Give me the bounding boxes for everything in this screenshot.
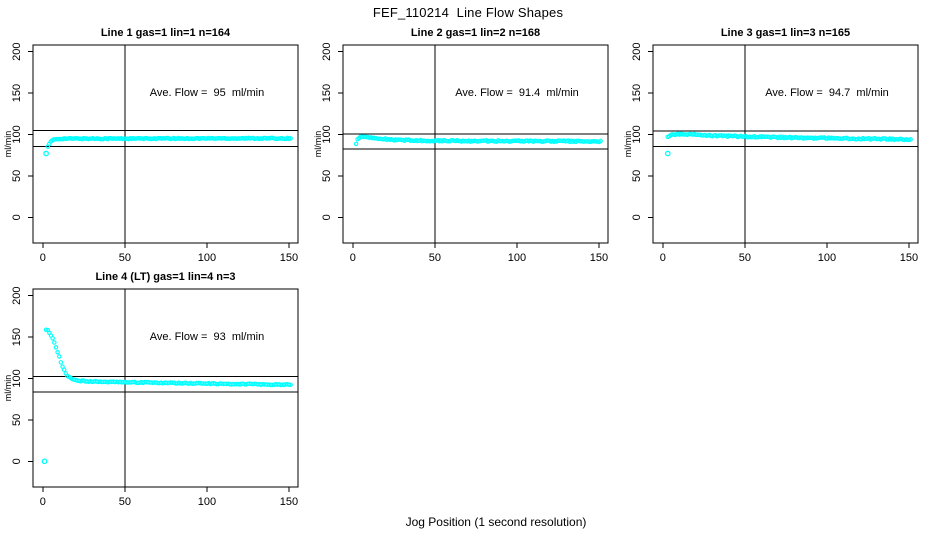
panel-title: Line 1 gas=1 lin=1 n=164: [100, 27, 231, 39]
y-axis-label: ml/min: [313, 130, 323, 158]
ave-flow-annotation: Ave. Flow = 95 ml/min: [149, 87, 265, 99]
svg-text:150: 150: [280, 496, 298, 508]
svg-text:50: 50: [11, 170, 23, 182]
svg-text:100: 100: [11, 125, 23, 143]
y-axis-label: ml/min: [623, 130, 633, 158]
svg-text:150: 150: [631, 84, 643, 102]
svg-text:100: 100: [508, 252, 526, 264]
svg-text:0: 0: [40, 252, 46, 264]
x-axis-label: Jog Position (1 second resolution): [405, 515, 587, 529]
panel-line-4: 0 50 100 150 0 50 100 150 200 Line 4 (LT) gas=1 …: [0, 269, 305, 521]
svg-text:50: 50: [119, 252, 131, 264]
svg-text:100: 100: [11, 369, 23, 387]
svg-text:50: 50: [631, 170, 643, 182]
panel-title: Line 4 (LT) gas=1 lin=4 n=3: [95, 271, 236, 283]
svg-text:0: 0: [660, 252, 666, 264]
svg-text:0: 0: [40, 496, 46, 508]
panel-line-2: 0 50 100 150 0 50 100 150 200 Line 2 gas=1 lin=2…: [310, 25, 615, 277]
ave-flow-annotation: Ave. Flow = 93 ml/min: [149, 331, 265, 343]
y-axis-label: ml/min: [3, 374, 13, 402]
panel-title: Line 3 gas=1 lin=3 n=165: [720, 27, 851, 39]
svg-text:150: 150: [900, 252, 918, 264]
svg-text:0: 0: [631, 214, 643, 220]
svg-text:150: 150: [321, 84, 333, 102]
svg-text:100: 100: [631, 125, 643, 143]
svg-text:0: 0: [11, 458, 23, 464]
svg-text:50: 50: [321, 170, 333, 182]
svg-text:0: 0: [350, 252, 356, 264]
svg-text:200: 200: [631, 42, 643, 60]
ave-flow-annotation: Ave. Flow = 91.4 ml/min: [455, 87, 579, 99]
svg-text:150: 150: [11, 84, 23, 102]
panel-title: Line 2 gas=1 lin=2 n=168: [410, 27, 541, 39]
svg-text:100: 100: [198, 252, 216, 264]
ave-flow-annotation: Ave. Flow = 94.7 ml/min: [765, 87, 889, 99]
svg-text:50: 50: [739, 252, 751, 264]
panel-line-1: 0 50 100 150 0 50 100 150 200 Line 1 gas=1 lin=1…: [0, 25, 305, 277]
line-3-scatter-plot: 0 50 100 150 0 50 100 150 200: [631, 42, 919, 264]
svg-text:50: 50: [11, 414, 23, 426]
svg-text:0: 0: [321, 214, 333, 220]
y-axis-label: ml/min: [3, 130, 13, 158]
svg-text:100: 100: [198, 496, 216, 508]
svg-text:100: 100: [321, 125, 333, 143]
figure-title: FEF_110214 Line Flow Shapes: [372, 5, 564, 20]
line-2-scatter-plot: 0 50 100 150 0 50 100 150 200: [321, 42, 609, 264]
svg-text:200: 200: [321, 42, 333, 60]
line-1-scatter-plot: 0 50 100 150 0 50 100 150 200: [11, 42, 299, 264]
svg-text:200: 200: [11, 286, 23, 304]
svg-text:150: 150: [11, 328, 23, 346]
line-4-scatter-plot: 0 50 100 150 0 50 100 150 200: [11, 286, 299, 508]
svg-text:200: 200: [11, 42, 23, 60]
svg-text:0: 0: [11, 214, 23, 220]
panel-line-3: 0 50 100 150 0 50 100 150 200 Line 3 gas=1 lin=3…: [620, 25, 925, 277]
svg-text:150: 150: [280, 252, 298, 264]
svg-text:50: 50: [119, 496, 131, 508]
svg-text:150: 150: [590, 252, 608, 264]
svg-text:100: 100: [818, 252, 836, 264]
svg-text:50: 50: [429, 252, 441, 264]
